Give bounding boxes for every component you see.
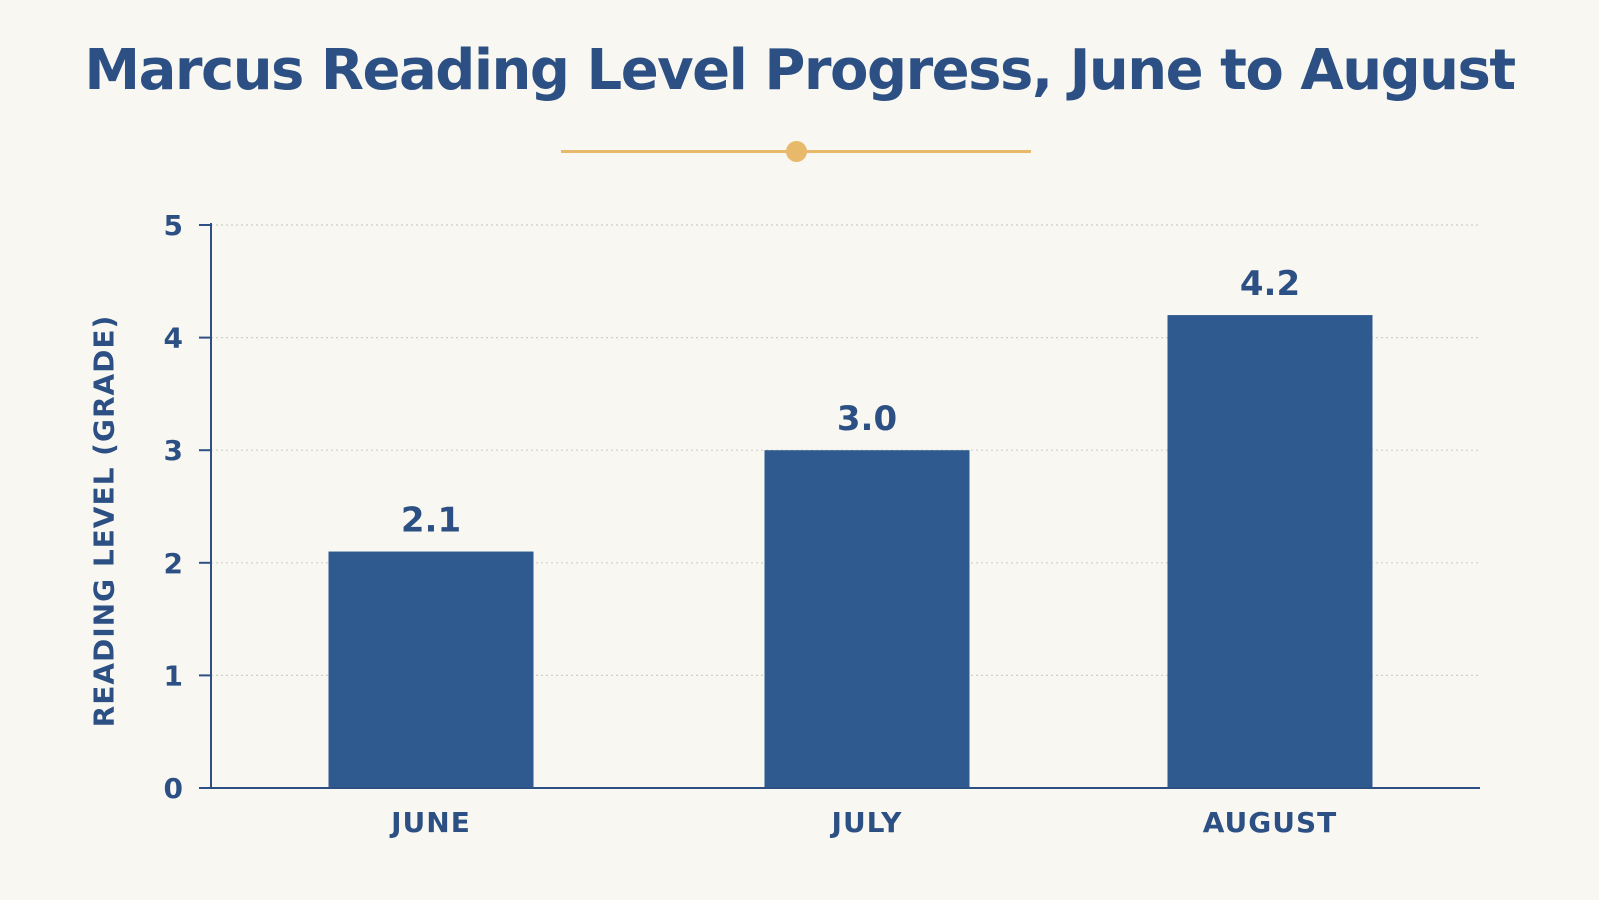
bar-value-label: 2.1: [401, 501, 461, 541]
x-tick-label: JUNE: [389, 806, 471, 839]
y-tick-label: 4: [164, 322, 183, 355]
title-divider-ornament: [561, 141, 1031, 162]
bar: [328, 551, 534, 788]
bar-value-label: 4.2: [1240, 264, 1300, 304]
bar: [1167, 315, 1373, 788]
divider-dot: [786, 141, 807, 162]
bar: [764, 450, 970, 788]
y-tick-label: 3: [164, 434, 183, 467]
y-tick-label: 0: [164, 772, 183, 805]
bar-value-label: 3.0: [837, 399, 897, 439]
y-tick-label: 2: [164, 547, 183, 580]
chart-title: Marcus Reading Level Progress, June to A…: [84, 38, 1516, 103]
y-tick-label: 1: [164, 659, 183, 692]
y-tick-label: 5: [164, 209, 183, 242]
x-tick-label: JULY: [830, 806, 903, 839]
x-tick-label: AUGUST: [1203, 806, 1338, 839]
